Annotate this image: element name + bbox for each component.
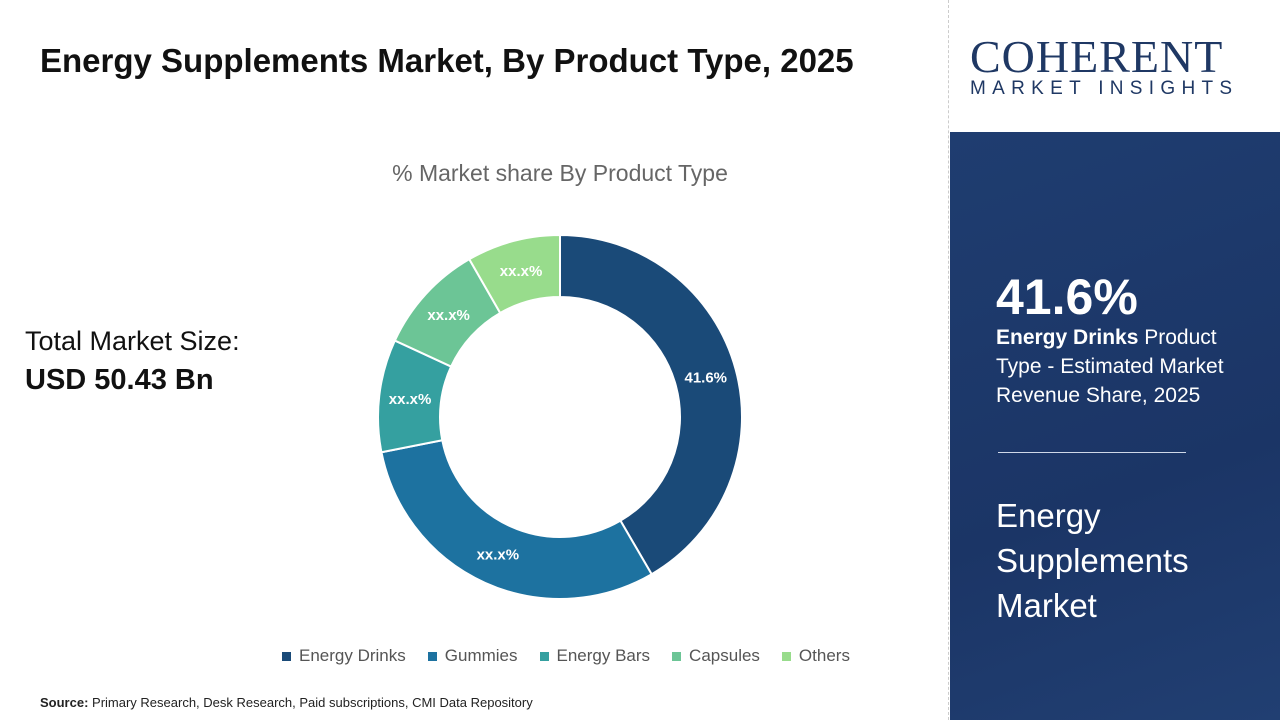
- page-title: Energy Supplements Market, By Product Ty…: [40, 42, 854, 79]
- total-market-label: Total Market Size:: [25, 326, 240, 356]
- logo-text: COHERENT: [970, 31, 1224, 82]
- slice-others: [467, 233, 561, 315]
- legend-label: Energy Drinks: [299, 646, 406, 665]
- data-label: xx.x%: [500, 263, 543, 280]
- legend-label: Capsules: [689, 646, 760, 665]
- chart-title: % Market share By Product Type: [392, 160, 728, 186]
- market-name: Energy Supplements Market: [996, 497, 1189, 624]
- data-label: xx.x%: [477, 547, 520, 564]
- slice-gummies: [380, 439, 654, 600]
- legend-swatch: [539, 651, 549, 661]
- total-market-value: USD 50.43 Bn: [25, 364, 214, 396]
- legend-swatch: [781, 651, 791, 661]
- donut-chart: 41.6% xx.x% xx.x% xx.x% xx.x%: [377, 233, 743, 600]
- legend-label: Gummies: [444, 646, 518, 665]
- slice-energy-drinks: [559, 233, 743, 576]
- logo-subtext: MARKET INSIGHTS: [970, 78, 1239, 99]
- legend-swatch: [672, 651, 682, 661]
- legend-swatch: [427, 651, 437, 661]
- divider: [998, 452, 1186, 453]
- highlight-panel: 41.6% Energy Drinks Product Type - Estim…: [950, 132, 1280, 720]
- data-label: xx.x%: [389, 391, 432, 408]
- logo: COHERENT MARKET INSIGHTS: [950, 0, 1280, 132]
- source-note: Source: Primary Research, Desk Research,…: [40, 695, 533, 710]
- highlight-rest: Product Type - Estimated Market Revenue …: [996, 326, 1224, 407]
- highlight-description: Energy Drinks Product Type - Estimated M…: [996, 324, 1256, 411]
- source-text: Primary Research, Desk Research, Paid su…: [88, 695, 533, 710]
- chart-area: Energy Supplements Market, By Product Ty…: [25, 0, 949, 720]
- legend-item: Others: [781, 646, 850, 666]
- legend-item: Energy Bars: [539, 646, 651, 666]
- source-label: Source:: [40, 695, 89, 710]
- legend-swatch: [282, 651, 291, 661]
- legend-item: Energy Drinks: [282, 646, 406, 666]
- highlight-value: 41.6%: [996, 269, 1138, 325]
- highlight-segment: Energy Drinks: [996, 326, 1139, 349]
- legend-item: Capsules: [672, 646, 760, 666]
- legend-label: Energy Bars: [556, 646, 651, 665]
- data-label: xx.x%: [427, 307, 470, 324]
- legend-label: Others: [798, 646, 850, 665]
- legend: Energy Drinks Gummies Energy Bars Capsules O…: [282, 646, 850, 666]
- data-label: 41.6%: [684, 370, 727, 387]
- legend-item: Gummies: [427, 646, 518, 666]
